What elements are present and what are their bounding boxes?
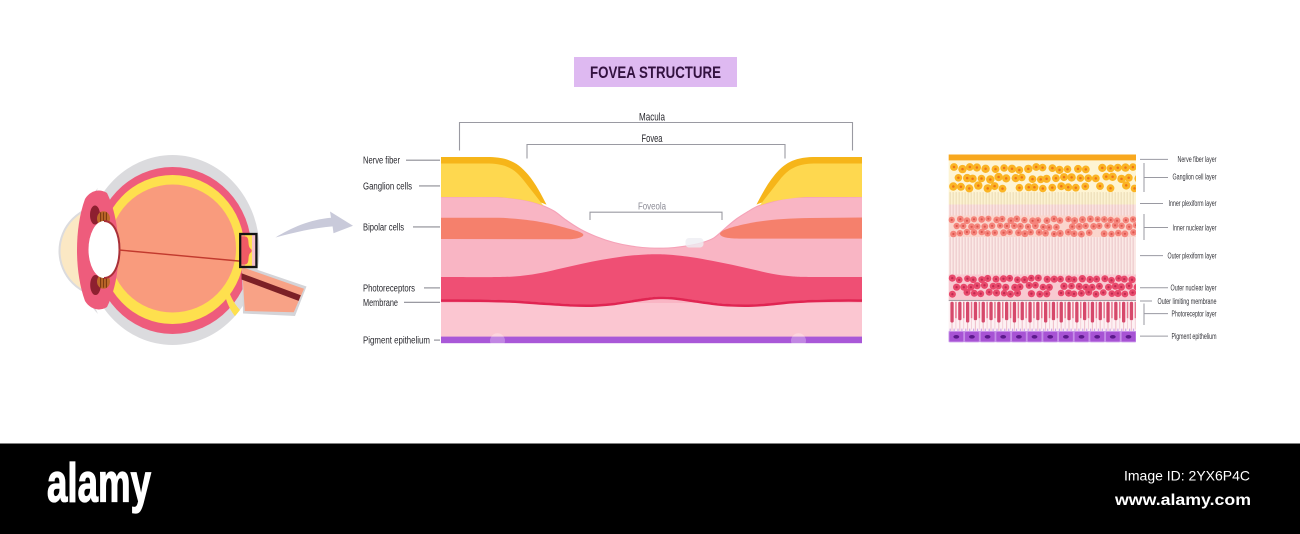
svg-text:Ganglion cell layer: Ganglion cell layer (1173, 173, 1217, 182)
svg-text:Foveola: Foveola (638, 202, 666, 213)
svg-text:Image ID: 2YX6P4C: Image ID: 2YX6P4C (1124, 468, 1250, 484)
svg-text:Photoreceptor layer: Photoreceptor layer (1172, 309, 1217, 318)
svg-text:Bipolar cells: Bipolar cells (363, 222, 404, 233)
svg-text:Outer nuclear layer: Outer nuclear layer (1171, 284, 1217, 293)
svg-text:Inner plexiform layer: Inner plexiform layer (1169, 199, 1217, 208)
svg-text:Membrane: Membrane (363, 298, 398, 309)
svg-text:Outer plexiform layer: Outer plexiform layer (1168, 251, 1217, 260)
svg-text:Pigment epithelium: Pigment epithelium (363, 336, 430, 347)
svg-text:FOVEA STRUCTURE: FOVEA STRUCTURE (590, 64, 721, 82)
svg-text:Inner nuclear layer: Inner nuclear layer (1173, 223, 1217, 232)
svg-text:Nerve fiber layer: Nerve fiber layer (1178, 155, 1217, 164)
svg-text:Macula: Macula (639, 111, 665, 123)
svg-text:Photoreceptors: Photoreceptors (363, 283, 415, 294)
svg-text:www.alamy.com: www.alamy.com (1114, 492, 1251, 509)
svg-text:Outer limiting membrane: Outer limiting membrane (1158, 297, 1217, 306)
svg-text:Fovea: Fovea (642, 133, 663, 145)
svg-text:Ganglion cells: Ganglion cells (363, 181, 412, 192)
svg-text:alamy: alamy (47, 452, 151, 514)
svg-text:Pigment epithelium: Pigment epithelium (1172, 332, 1217, 341)
svg-text:Nerve fiber: Nerve fiber (363, 156, 401, 167)
